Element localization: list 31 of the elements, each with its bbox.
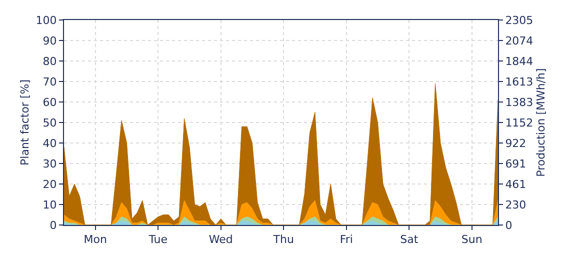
- y-tick-label: 90: [42, 34, 57, 48]
- y-tick-label: 40: [42, 136, 57, 150]
- x-tick-label: Mon: [84, 233, 107, 246]
- y2-tick-label: 1844: [505, 54, 534, 68]
- y2-tick-label: 2074: [505, 34, 534, 48]
- y2-tick-label: 0: [505, 218, 512, 232]
- y2-tick-label: 1383: [505, 96, 534, 109]
- y2-tick-label: 691: [505, 157, 526, 170]
- y2-tick-label: 230: [505, 198, 526, 212]
- y-tick-label: 60: [42, 96, 57, 109]
- x-tick-label: Sun: [461, 233, 482, 246]
- x-tick-label: Fri: [340, 233, 353, 246]
- y-tick-label: 10: [42, 198, 57, 212]
- y-tick-label: 70: [42, 75, 57, 88]
- x-tick-label: Tue: [148, 233, 168, 246]
- y2-tick-label: 461: [505, 178, 526, 191]
- y-tick-label: 50: [42, 116, 57, 130]
- y-tick-label: 0: [50, 218, 57, 232]
- x-tick-label: Sat: [400, 233, 419, 246]
- y2-tick-label: 1613: [505, 75, 534, 88]
- y-tick-label: 100: [36, 14, 57, 27]
- x-tick-label: Wed: [208, 233, 233, 246]
- y2-tick-label: 2305: [505, 14, 534, 27]
- y-axis-title: Plant factor [%]: [18, 80, 32, 166]
- y2-tick-label: 1152: [505, 116, 534, 130]
- y-tick-label: 30: [42, 157, 57, 170]
- y-tick-label: 80: [42, 54, 57, 68]
- y-tick-label: 20: [42, 178, 57, 191]
- y2-axis-title: Production [MWh/h]: [534, 68, 548, 177]
- x-tick-label: Thu: [272, 233, 294, 246]
- y2-tick-label: 922: [505, 136, 526, 150]
